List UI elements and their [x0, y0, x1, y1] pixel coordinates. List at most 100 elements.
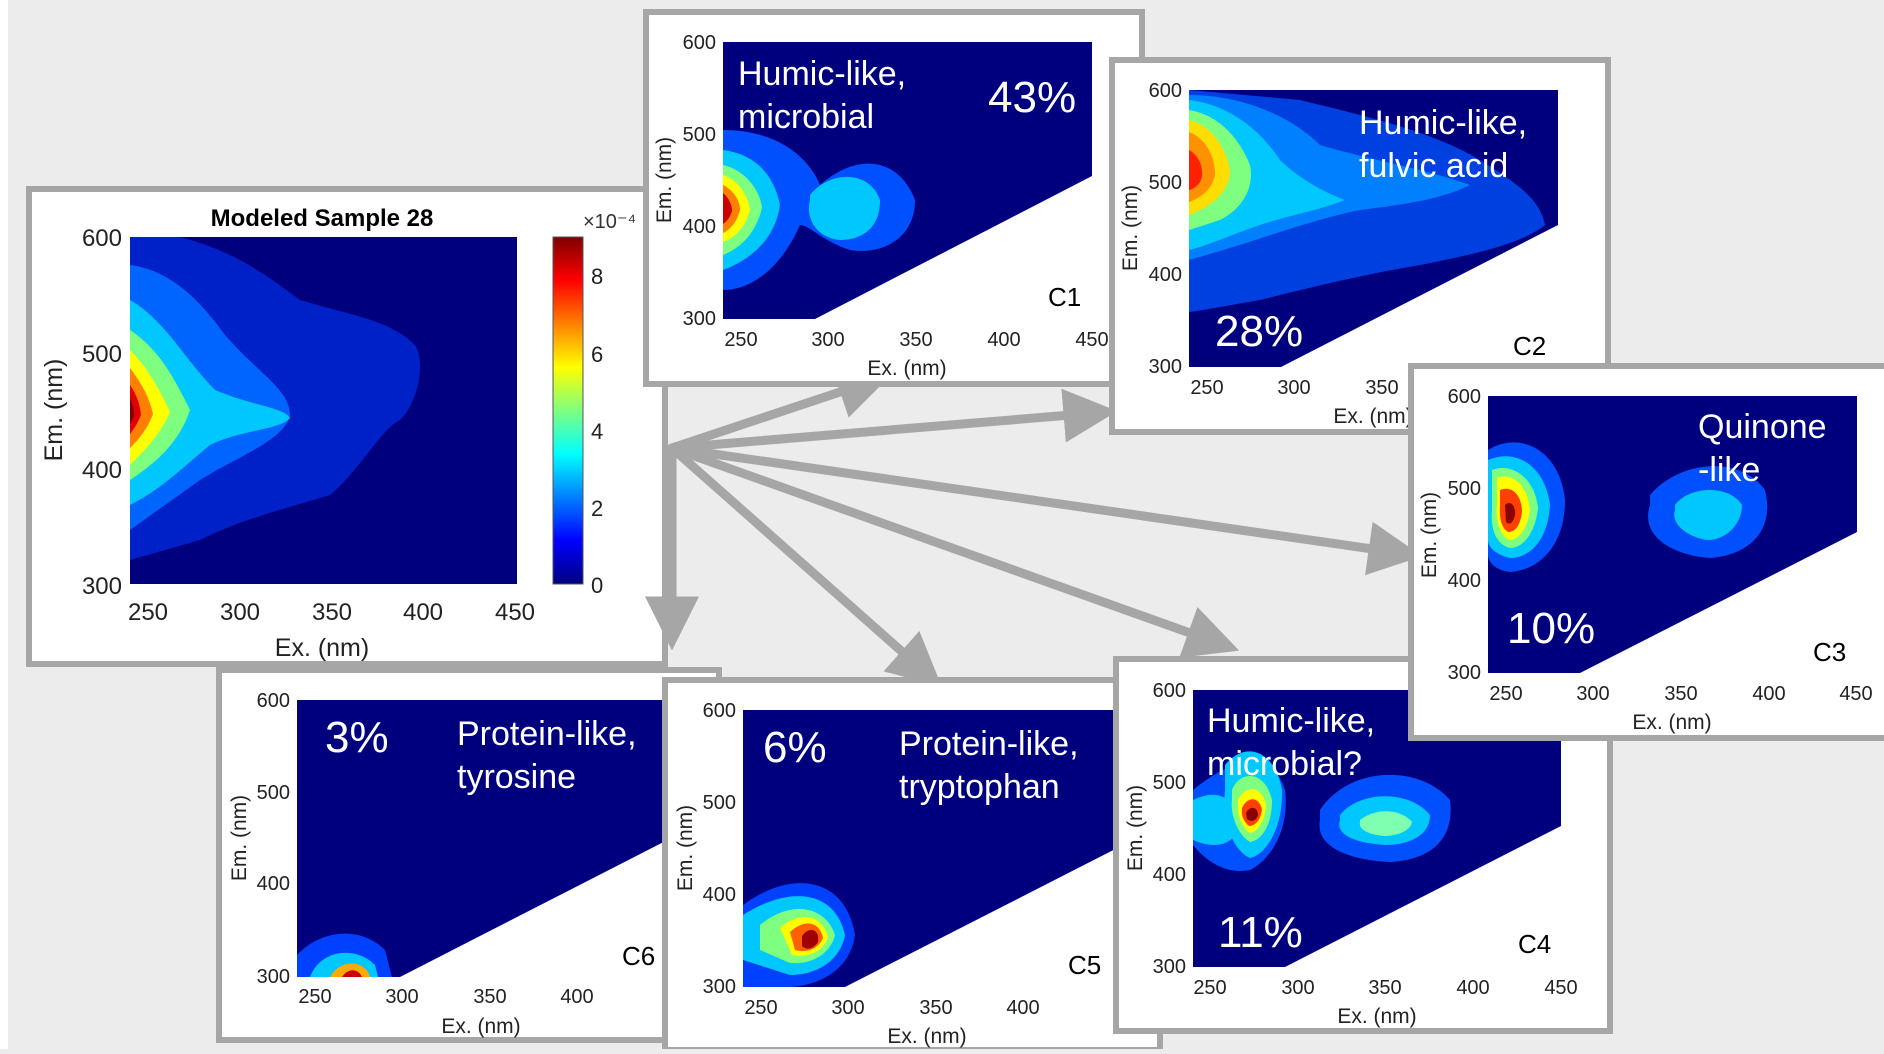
c2-x-tick: 300 — [1277, 377, 1310, 399]
c3-id: C3 — [1813, 637, 1846, 667]
c1-x-tick: 300 — [811, 329, 844, 351]
c1-y-tick: 600 — [683, 32, 716, 54]
main-x-ticks: 250 300 350 400 450 — [128, 599, 535, 626]
c3-x-tick: 250 — [1489, 683, 1522, 705]
component-panel-c4: 11% Humic-like, microbial? C4 600 500 40… — [1113, 656, 1613, 1034]
c5-y-label: Em. (nm) — [674, 805, 697, 891]
c5-label-line2: tryptophan — [899, 768, 1060, 806]
c2-label-line2: fulvic acid — [1359, 147, 1508, 185]
c3-label-line1: Quinone — [1698, 408, 1827, 446]
c4-y-tick: 500 — [1153, 772, 1186, 794]
arrow-to-c3 — [667, 443, 1423, 576]
c2-percent: 28% — [1215, 307, 1303, 356]
main-x-tick: 450 — [495, 599, 535, 626]
c6-y-tick: 300 — [257, 966, 290, 988]
colorbar-tick: 2 — [591, 496, 603, 521]
main-y-tick: 300 — [82, 573, 122, 600]
c5-x-tick: 400 — [1006, 997, 1039, 1019]
arrow-to-c5 — [667, 443, 942, 687]
c1-x-label: Ex. (nm) — [867, 357, 946, 380]
c6-x-tick: 300 — [385, 986, 418, 1008]
main-plot-area — [130, 237, 517, 584]
colorbar-tick: 4 — [591, 419, 603, 444]
c5-x-tick: 250 — [744, 997, 777, 1019]
c1-x-tick: 400 — [987, 329, 1020, 351]
c3-x-tick: 300 — [1576, 683, 1609, 705]
main-x-tick: 300 — [220, 599, 260, 626]
c1-y-tick: 500 — [683, 124, 716, 146]
arrows — [645, 366, 1423, 687]
c6-percent: 3% — [325, 713, 389, 762]
c1-percent: 43% — [988, 73, 1076, 122]
c2-x-tick: 350 — [1365, 377, 1398, 399]
c5-y-tick: 500 — [703, 792, 736, 814]
main-y-ticks: 600 500 400 300 — [82, 225, 122, 600]
c1-y-tick: 300 — [683, 308, 716, 330]
c2-label-line1: Humic-like, — [1359, 104, 1527, 142]
main-y-label: Em. (nm) — [40, 359, 68, 462]
colorbar-tick: 6 — [591, 342, 603, 367]
c3-label-line2: -like — [1698, 451, 1760, 489]
colorbar: ×10⁻⁴ 8 6 4 2 0 — [552, 211, 636, 598]
c4-x-tick: 400 — [1456, 977, 1489, 999]
c3-y-tick: 400 — [1448, 570, 1481, 592]
c2-y-tick: 300 — [1149, 356, 1182, 378]
c4-x-tick: 250 — [1193, 977, 1226, 999]
c4-x-label: Ex. (nm) — [1337, 1005, 1416, 1028]
c1-y-label: Em. (nm) — [653, 137, 676, 223]
c6-label-line2: tyrosine — [457, 758, 576, 796]
c3-x-tick: 400 — [1752, 683, 1785, 705]
c4-y-tick: 300 — [1153, 956, 1186, 978]
c4-label-line2: microbial? — [1207, 745, 1362, 783]
c6-y-tick: 600 — [257, 690, 290, 712]
c4-x-tick: 300 — [1281, 977, 1314, 999]
c6-x-tick: 350 — [473, 986, 506, 1008]
main-x-tick: 250 — [128, 599, 168, 626]
c3-y-tick: 600 — [1448, 386, 1481, 408]
c3-y-label: Em. (nm) — [1418, 492, 1441, 578]
c5-x-tick: 350 — [919, 997, 952, 1019]
c2-y-tick: 500 — [1149, 172, 1182, 194]
c2-y-label: Em. (nm) — [1119, 185, 1142, 271]
component-panel-c3: Quinone -like 10% C3 600 500 400 300 250… — [1408, 363, 1884, 741]
c4-x-tick: 350 — [1368, 977, 1401, 999]
c5-label-line1: Protein-like, — [899, 725, 1079, 763]
c6-x-tick: 400 — [560, 986, 593, 1008]
arrow-to-c4 — [667, 443, 1240, 658]
main-y-tick: 400 — [82, 457, 122, 484]
component-panel-c5: 6% Protein-like, tryptophan C5 600 500 4… — [662, 677, 1163, 1053]
component-panel-c6: 3% Protein-like, tyrosine C6 600 500 400… — [216, 667, 722, 1043]
c3-y-tick: 300 — [1448, 662, 1481, 684]
colorbar-tick: 0 — [591, 573, 603, 598]
c5-y-tick: 400 — [703, 884, 736, 906]
c5-y-tick: 600 — [703, 700, 736, 722]
c5-percent: 6% — [763, 723, 827, 772]
arrow-to-c2 — [667, 388, 1118, 453]
c6-id: C6 — [622, 941, 655, 971]
main-panel: Modeled Sample 28 600 500 400 300 250 30… — [26, 186, 668, 667]
c3-percent: 10% — [1507, 604, 1595, 653]
c4-x-tick: 450 — [1544, 977, 1577, 999]
c4-y-label: Em. (nm) — [1124, 785, 1147, 871]
c2-x-label: Ex. (nm) — [1333, 405, 1412, 428]
c6-y-tick: 500 — [257, 782, 290, 804]
c2-y-tick: 600 — [1149, 80, 1182, 102]
c1-id: C1 — [1048, 282, 1081, 312]
c4-percent: 11% — [1218, 908, 1303, 957]
main-x-tick: 400 — [403, 599, 443, 626]
c3-x-label: Ex. (nm) — [1632, 711, 1711, 734]
main-y-tick: 500 — [82, 341, 122, 368]
component-panel-c2: Humic-like, fulvic acid 28% C2 600 500 4… — [1109, 57, 1611, 435]
main-x-tick: 350 — [312, 599, 352, 626]
c6-label-line1: Protein-like, — [457, 715, 637, 753]
c1-x-tick: 350 — [899, 329, 932, 351]
main-x-label: Ex. (nm) — [275, 634, 369, 662]
c1-label-line2: microbial — [738, 98, 874, 136]
c5-x-tick: 300 — [831, 997, 864, 1019]
component-panel-c1: Humic-like, microbial 43% C1 600 500 400… — [643, 9, 1145, 387]
c2-y-tick: 400 — [1149, 264, 1182, 286]
c4-y-tick: 600 — [1153, 680, 1186, 702]
c1-label-line1: Humic-like, — [738, 55, 906, 93]
